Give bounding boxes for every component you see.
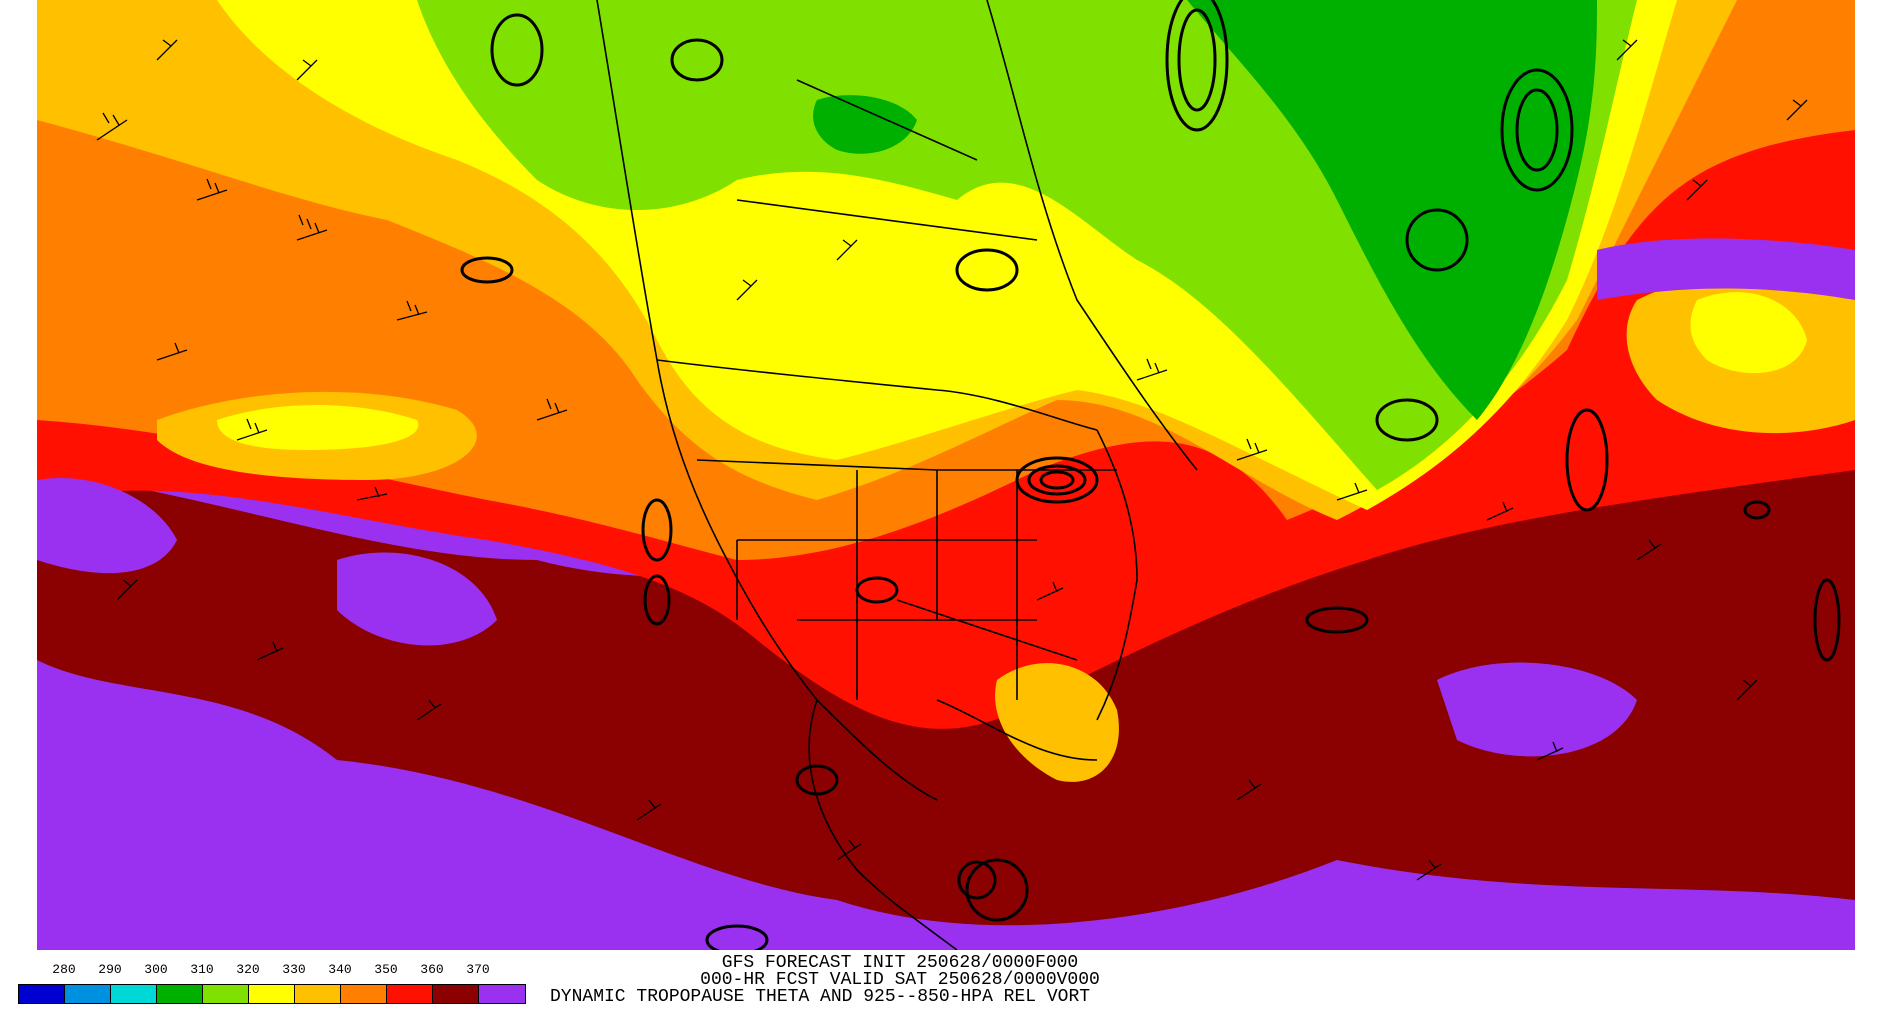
legend-swatch [19,985,65,1003]
caption-line-field: DYNAMIC TROPOPAUSE THETA AND 925--850-HP… [550,987,1091,1007]
legend-swatch [157,985,203,1003]
purple-blob-eastcentral [1437,662,1637,757]
green-patch-canada [813,95,917,154]
purple-blob-west [37,478,177,574]
legend-swatch [249,985,295,1003]
vorticity-contours [460,0,1841,950]
wind-barbs [96,39,1808,881]
legend-swatch [341,985,387,1003]
legend-swatch [433,985,479,1003]
legend-tick-label: 350 [374,962,398,977]
legend-swatch [387,985,433,1003]
color-legend: 280 290 300 310 320 330 340 350 360 370 [18,962,543,1007]
legend-tick-label: 340 [328,962,352,977]
purple-blob-atlantic [1597,238,1855,300]
legend-swatch [295,985,341,1003]
legend-swatch [479,985,525,1003]
purple-blob-south [337,552,497,646]
atlantic-yellow-blob [1690,292,1807,374]
gulf-gold-blob [995,663,1119,782]
caption-line-valid: 000-HR FCST VALID SAT 250628/0000V000 [700,970,1100,990]
caption-line-init: GFS FORECAST INIT 250628/0000F000 [721,953,1079,973]
legend-swatch [65,985,111,1003]
legend-tick-label: 300 [144,962,168,977]
legend-tick-label: 290 [98,962,122,977]
legend-swatch [111,985,157,1003]
green-patch-arctic [1187,0,1597,420]
map-caption: GFS FORECAST INIT 250628/0000F000 000-HR… [550,953,1250,1007]
legend-tick-label: 370 [466,962,490,977]
legend-tick-label: 280 [52,962,76,977]
legend-tick-label: 320 [236,962,260,977]
legend-swatches [18,984,526,1004]
legend-tick-label: 330 [282,962,306,977]
pacific-yellow-blob [217,405,419,450]
legend-tick-label: 360 [420,962,444,977]
legend-tick-label: 310 [190,962,214,977]
theta-map [37,0,1855,950]
legend-swatch [203,985,249,1003]
map-canvas [37,0,1855,950]
